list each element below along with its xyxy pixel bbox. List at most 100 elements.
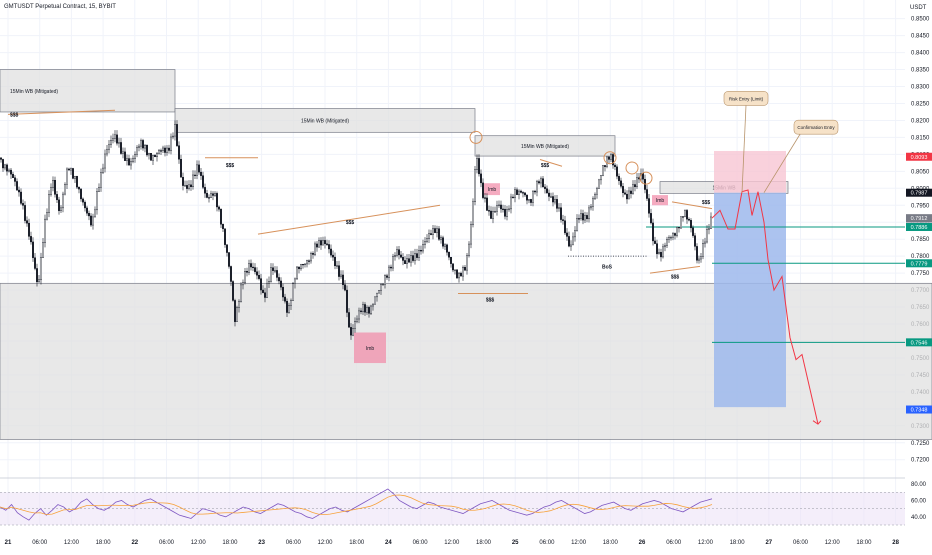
x-tick-label: 06:00 xyxy=(413,540,429,546)
x-tick-label: 12:00 xyxy=(64,540,80,546)
candle-body xyxy=(358,310,361,320)
candle-body xyxy=(362,304,365,312)
swing-high-circle xyxy=(639,171,653,185)
candle-body xyxy=(426,238,429,242)
candle-body xyxy=(330,248,333,256)
candle-body xyxy=(664,245,667,248)
candle-body xyxy=(284,296,287,302)
candle-body xyxy=(302,263,305,266)
candle-body xyxy=(432,228,435,235)
price-label-tag xyxy=(906,152,932,161)
candle-body xyxy=(143,145,146,149)
candle-body xyxy=(604,165,607,167)
candle-body xyxy=(570,244,573,247)
candle-body xyxy=(650,213,653,224)
price-label-value: 0.7546 xyxy=(911,340,928,346)
candle-body xyxy=(448,252,451,258)
candle-body xyxy=(239,284,242,302)
x-tick-label: 18:00 xyxy=(349,540,365,546)
candle-body xyxy=(83,201,86,209)
zone-label: 15Min WB (Mitigated) xyxy=(10,89,58,95)
candle-body xyxy=(71,168,74,179)
candle-body xyxy=(506,209,509,217)
candle-body xyxy=(245,271,248,273)
candle-body xyxy=(524,192,527,196)
rsi-tick-label: 40.00 xyxy=(911,515,927,521)
candle-body xyxy=(199,171,202,176)
zone-label: 15Min WB (Mitigated) xyxy=(301,118,349,124)
candle-body xyxy=(30,236,33,243)
candle-body xyxy=(356,318,359,322)
annotation-label: $$$ xyxy=(226,163,235,169)
candle-body xyxy=(334,256,337,267)
candle-body xyxy=(99,172,102,188)
candle-body xyxy=(656,243,659,255)
candle-body xyxy=(308,260,311,262)
candle-body xyxy=(598,179,601,189)
annotation-label: $$$ xyxy=(346,220,355,226)
candle-body xyxy=(372,303,375,307)
candle-body xyxy=(171,135,174,138)
chart-title: GMTUSDT Perpetual Contract, 15, BYBIT xyxy=(4,4,116,10)
candle-body xyxy=(81,198,84,203)
candle-body xyxy=(133,154,136,159)
candle-body xyxy=(382,283,385,286)
candle-body xyxy=(191,174,194,188)
x-tick-label: 12:00 xyxy=(825,540,841,546)
candle-body xyxy=(354,321,357,329)
candle-body xyxy=(44,218,47,243)
candle-body xyxy=(46,212,49,220)
candle-body xyxy=(430,233,433,235)
candle-body xyxy=(694,235,697,247)
callout-label: Confirmation Entry xyxy=(797,125,835,130)
candle-body xyxy=(588,207,591,220)
candle-body xyxy=(444,244,447,247)
candle-body xyxy=(390,266,393,269)
candle-body xyxy=(115,134,118,144)
candle-body xyxy=(616,166,619,177)
candle-body xyxy=(352,328,355,336)
candle-body xyxy=(233,300,236,322)
candle-body xyxy=(404,260,407,264)
candle-body xyxy=(135,147,138,155)
candle-body xyxy=(706,229,709,243)
candle-body xyxy=(249,263,252,268)
y-tick-label: 0.7950 xyxy=(911,203,930,209)
candle-body xyxy=(464,267,467,271)
candle-body xyxy=(127,158,130,166)
trend-line xyxy=(539,158,563,167)
y-tick-label: 0.8200 xyxy=(911,118,930,124)
candle-body xyxy=(346,289,349,313)
x-tick-label: 25 xyxy=(512,540,519,546)
candle-body xyxy=(388,266,391,278)
candle-body xyxy=(510,196,513,210)
callout-pointer xyxy=(741,105,747,193)
candle-body xyxy=(530,199,533,203)
x-tick-label: 18:00 xyxy=(856,540,872,546)
candle-body xyxy=(26,220,29,224)
candle-body xyxy=(79,188,82,200)
candle-body xyxy=(574,230,577,238)
candle-body xyxy=(169,136,172,151)
candle-body xyxy=(89,215,92,226)
candle-body xyxy=(710,216,713,229)
candle-body xyxy=(542,178,545,188)
candle-body xyxy=(157,150,160,154)
y-tick-label: 0.7850 xyxy=(911,237,930,243)
y-tick-label: 0.8500 xyxy=(911,17,930,23)
candle-body xyxy=(258,274,261,279)
candle-body xyxy=(686,210,689,220)
candle-body xyxy=(502,208,505,210)
candle-body xyxy=(58,199,61,211)
candle-body xyxy=(422,244,425,252)
candle-body xyxy=(416,253,419,258)
x-tick-label: 06:00 xyxy=(159,540,175,546)
candle-body xyxy=(348,312,351,328)
candle-body xyxy=(270,267,273,282)
candle-body xyxy=(628,190,631,200)
imbalance-box xyxy=(652,195,668,206)
candle-body xyxy=(410,255,413,263)
candle-body xyxy=(612,154,615,166)
